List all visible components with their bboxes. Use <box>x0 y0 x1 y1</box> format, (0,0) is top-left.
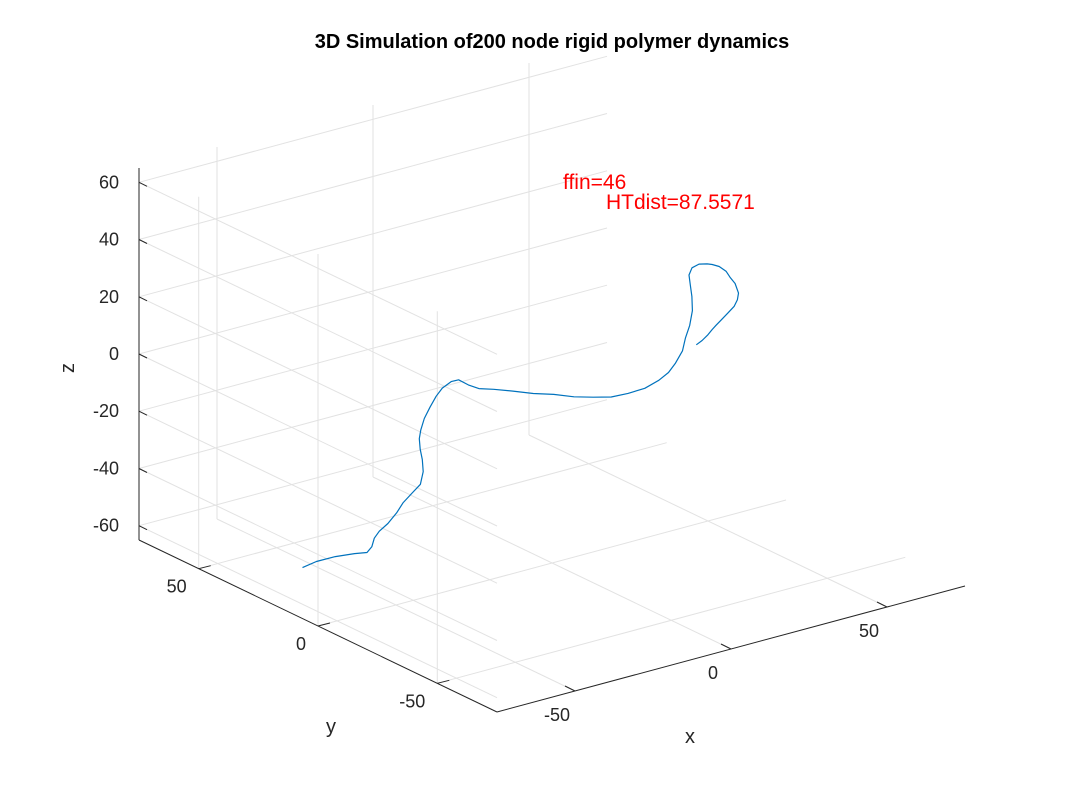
z-tick <box>138 410 148 416</box>
z-tick-label: 0 <box>109 344 119 364</box>
grid-line-floor-y <box>198 442 667 570</box>
z-tick-label: 60 <box>99 172 119 192</box>
z-tick <box>138 239 148 244</box>
polymer-series-line <box>302 263 740 569</box>
y-axis-label: y <box>326 716 336 738</box>
z-tick <box>138 468 148 473</box>
grid-line-floor-y <box>437 556 906 684</box>
y-tick-label: -50 <box>399 691 425 711</box>
grid-lines <box>138 55 906 699</box>
grid-line-backwall-z <box>138 227 608 355</box>
grid-line-backwall-z <box>138 284 608 412</box>
x-axis-label: x <box>685 726 695 748</box>
annotation-ffin: ffin=46 <box>563 171 626 194</box>
z-tick-label: 20 <box>99 287 119 307</box>
x-tick <box>564 685 576 692</box>
z-tick-label: -20 <box>93 401 119 421</box>
z-axis-label: z <box>57 363 79 373</box>
z-tick-label: 40 <box>99 230 119 250</box>
grid-line-backwall-z <box>138 113 608 240</box>
x-tick-label: 0 <box>708 663 718 683</box>
y-tick <box>437 679 450 684</box>
grid-line-sidewall-z <box>138 468 498 641</box>
x-tick <box>720 643 732 650</box>
x-tick-label: 50 <box>859 621 879 641</box>
x-tick-label: -50 <box>544 705 570 725</box>
grid-line-backwall-z <box>138 399 608 527</box>
y-tick-label: 50 <box>167 577 187 597</box>
chart-title: 3D Simulation of200 node rigid polymer d… <box>315 31 790 53</box>
plot-area <box>302 263 740 569</box>
grid-line-sidewall-z <box>138 181 498 355</box>
grid-line-sidewall-z <box>138 353 498 527</box>
grid-line-backwall-z <box>138 342 608 469</box>
grid-line-sidewall-z <box>138 239 498 412</box>
z-tick-label: -40 <box>93 459 119 479</box>
z-tick <box>138 525 148 531</box>
y-tick <box>317 622 331 627</box>
z-tick <box>138 353 148 359</box>
grid-line-floor-y <box>317 499 787 627</box>
y-tick-label: 0 <box>296 634 306 654</box>
grid-line-sidewall-z <box>138 410 498 584</box>
y-tick <box>198 565 211 570</box>
z-tick <box>138 296 148 302</box>
grid-line-backwall-z <box>138 55 608 183</box>
tick-marks <box>138 181 888 692</box>
z-tick <box>138 181 148 187</box>
x-tick <box>876 601 888 608</box>
grid-line-sidewall-z <box>138 525 498 699</box>
annotation-htdist: HTdist=87.5571 <box>606 191 755 214</box>
tick-labels: -50 0 50 -50 0 50 -60 -40 -20 0 20 40 60 <box>93 172 879 725</box>
grid-line-backwall-z <box>138 170 608 298</box>
grid-line-sidewall-z <box>138 296 498 470</box>
z-tick-label: -60 <box>93 516 119 536</box>
